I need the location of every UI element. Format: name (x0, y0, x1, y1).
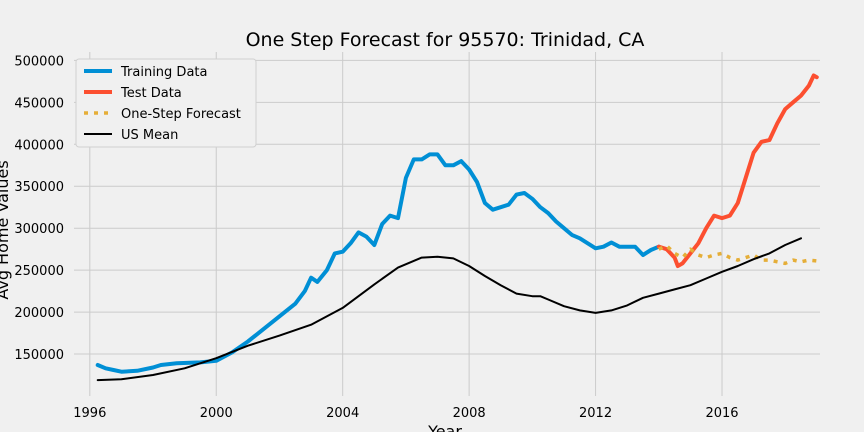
legend-label-training-data: Training Data (120, 65, 207, 80)
legend-label-us-mean: US Mean (121, 128, 178, 143)
tick-labels: 1996 2000 2004 2008 2012 2016 150000 200000 2500… (14, 54, 738, 421)
y-tick-label: 300000 (14, 222, 64, 237)
y-tick-label: 250000 (14, 264, 64, 279)
series-line-one-step-forecast (658, 244, 817, 266)
chart-title: One Step Forecast for 95570: Trinidad, C… (246, 29, 645, 51)
legend-box (75, 58, 257, 148)
series-line-us-mean (96, 237, 802, 382)
x-tick-label: 2004 (326, 406, 359, 421)
x-tick-label: 1996 (73, 406, 106, 421)
y-tick-label: 500000 (14, 54, 64, 69)
y-tick-label: 400000 (14, 138, 64, 153)
x-axis-label: Year (427, 422, 462, 432)
legend-label-one-step-forecast: One-Step Forecast (121, 107, 241, 122)
y-axis-label: Avg Home Values (0, 160, 12, 299)
series-group (95, 73, 819, 382)
legend-label-test-data: Test Data (120, 86, 182, 101)
x-tick-label: 2012 (579, 406, 612, 421)
x-tick-label: 2016 (705, 406, 738, 421)
x-tick-label: 2000 (200, 406, 233, 421)
y-tick-label: 150000 (14, 348, 64, 363)
legend: Training Data Test Data One-Step Forecast U… (75, 58, 257, 148)
series-line-test-data (656, 73, 819, 268)
y-tick-label: 450000 (14, 96, 64, 111)
grid (74, 52, 820, 396)
y-tick-label: 350000 (14, 180, 64, 195)
x-tick-label: 2008 (453, 406, 486, 421)
y-tick-label: 200000 (14, 306, 64, 321)
